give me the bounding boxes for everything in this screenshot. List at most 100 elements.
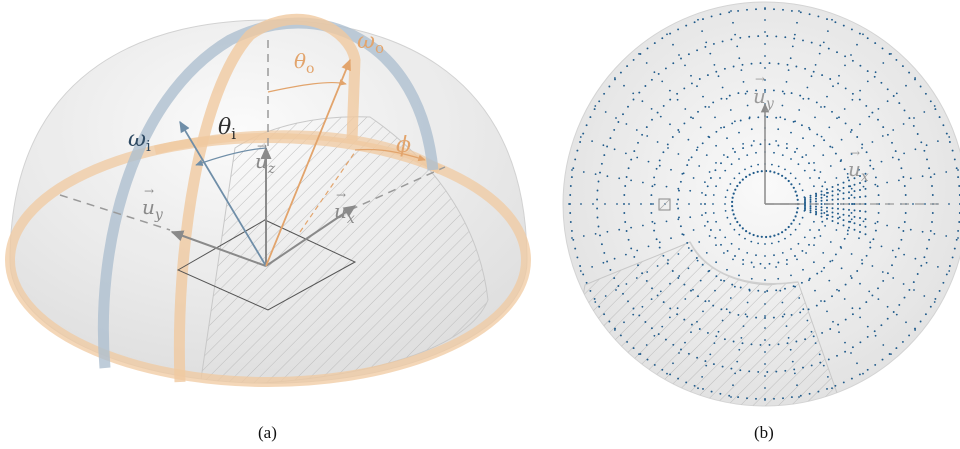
sample-dot	[844, 122, 847, 125]
sample-dot	[571, 169, 573, 171]
sample-dot	[656, 265, 659, 267]
sample-dot	[750, 144, 753, 147]
sample-dot	[808, 243, 810, 246]
sample-dot	[609, 137, 612, 140]
sample-dot	[929, 229, 932, 232]
sample-dot	[676, 307, 679, 310]
sample-dot	[831, 146, 834, 149]
sample-dot	[800, 281, 803, 284]
sample-dot	[723, 126, 726, 129]
sample-dot	[764, 67, 766, 69]
sample-dot	[657, 72, 660, 75]
sample-dot	[794, 255, 796, 257]
sample-dot	[829, 241, 832, 243]
sample-dot	[904, 212, 907, 214]
sample-dot	[766, 290, 769, 292]
sample-dot	[909, 177, 912, 180]
sample-dot	[702, 310, 704, 313]
sample-dot	[736, 220, 739, 224]
sample-dot	[821, 185, 824, 188]
sample-dot	[757, 163, 759, 166]
sample-dot	[817, 390, 820, 393]
sample-dot	[861, 262, 864, 265]
sample-dot	[677, 129, 680, 131]
sample-dot	[633, 150, 636, 153]
sample-dot	[801, 216, 804, 219]
sample-dot	[916, 273, 919, 275]
sample-dot	[756, 170, 759, 173]
sample-dot	[853, 222, 856, 225]
sample-dot	[892, 129, 895, 131]
sample-dot	[684, 64, 686, 67]
sample-dot	[859, 189, 861, 191]
sample-dot	[655, 238, 658, 241]
sample-dot	[632, 58, 635, 61]
sample-dot	[710, 390, 713, 393]
sample-dot	[848, 226, 850, 229]
sample-dot	[641, 133, 644, 136]
sample-dot	[838, 216, 841, 219]
sample-dot	[732, 384, 734, 387]
sample-dot	[752, 171, 755, 175]
sample-dot	[630, 158, 633, 161]
sample-dot	[576, 256, 579, 259]
sample-dot	[630, 179, 632, 182]
u-y-arrow-mark: →	[144, 184, 154, 198]
sample-dot	[715, 220, 717, 223]
sample-dot	[903, 253, 905, 256]
sample-dot	[773, 254, 775, 257]
sample-dot	[814, 64, 817, 66]
sample-dot	[737, 313, 740, 316]
sample-dot	[737, 9, 740, 12]
sample-dot	[859, 341, 862, 344]
sample-dot	[802, 268, 804, 271]
sample-dot	[683, 283, 686, 286]
sample-dot	[790, 183, 793, 186]
sample-dot	[781, 104, 784, 107]
sample-dot	[698, 165, 701, 167]
sample-dot	[782, 397, 784, 400]
sample-dot	[846, 176, 849, 179]
sample-dot	[677, 187, 680, 190]
sample-dot	[671, 270, 674, 272]
sample-dot	[681, 173, 684, 175]
sample-dot	[912, 281, 915, 284]
sample-dot	[787, 225, 790, 229]
sample-dot	[773, 8, 775, 11]
sample-dot	[820, 199, 823, 202]
sample-dot	[613, 148, 616, 151]
sample-dot	[651, 185, 654, 188]
sample-dot	[638, 53, 640, 55]
sample-dot	[742, 147, 745, 150]
sample-dot	[755, 151, 757, 154]
sample-dot	[658, 164, 661, 167]
sample-dot	[822, 41, 825, 44]
sample-dot	[826, 199, 828, 202]
u-z-label: uz	[255, 149, 276, 177]
sample-dot	[696, 259, 699, 262]
sample-dot	[698, 328, 701, 330]
sample-dot	[704, 105, 707, 108]
sample-dot	[614, 327, 616, 330]
sample-dot	[732, 213, 735, 216]
sample-dot	[638, 91, 641, 94]
sample-dot	[895, 347, 898, 350]
sample-dot	[831, 110, 833, 113]
sample-dot	[850, 277, 853, 279]
sample-dot	[721, 86, 724, 89]
sample-dot	[806, 319, 809, 322]
sample-dot	[831, 220, 834, 222]
sample-dot	[888, 53, 891, 55]
sample-dot	[705, 154, 708, 157]
sample-dot	[777, 62, 780, 65]
sample-dot	[831, 194, 834, 197]
sample-dot	[672, 343, 675, 346]
sample-dot	[576, 149, 579, 152]
sample-dot	[815, 213, 817, 216]
sample-dot	[953, 247, 956, 250]
sample-dot	[882, 62, 885, 64]
sample-dot	[775, 266, 777, 268]
u-y-label-b: uy	[753, 84, 775, 112]
sample-dot	[777, 343, 780, 346]
sample-dot	[775, 370, 778, 373]
